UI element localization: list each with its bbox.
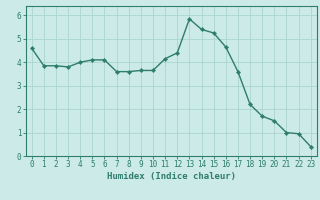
X-axis label: Humidex (Indice chaleur): Humidex (Indice chaleur) xyxy=(107,172,236,181)
